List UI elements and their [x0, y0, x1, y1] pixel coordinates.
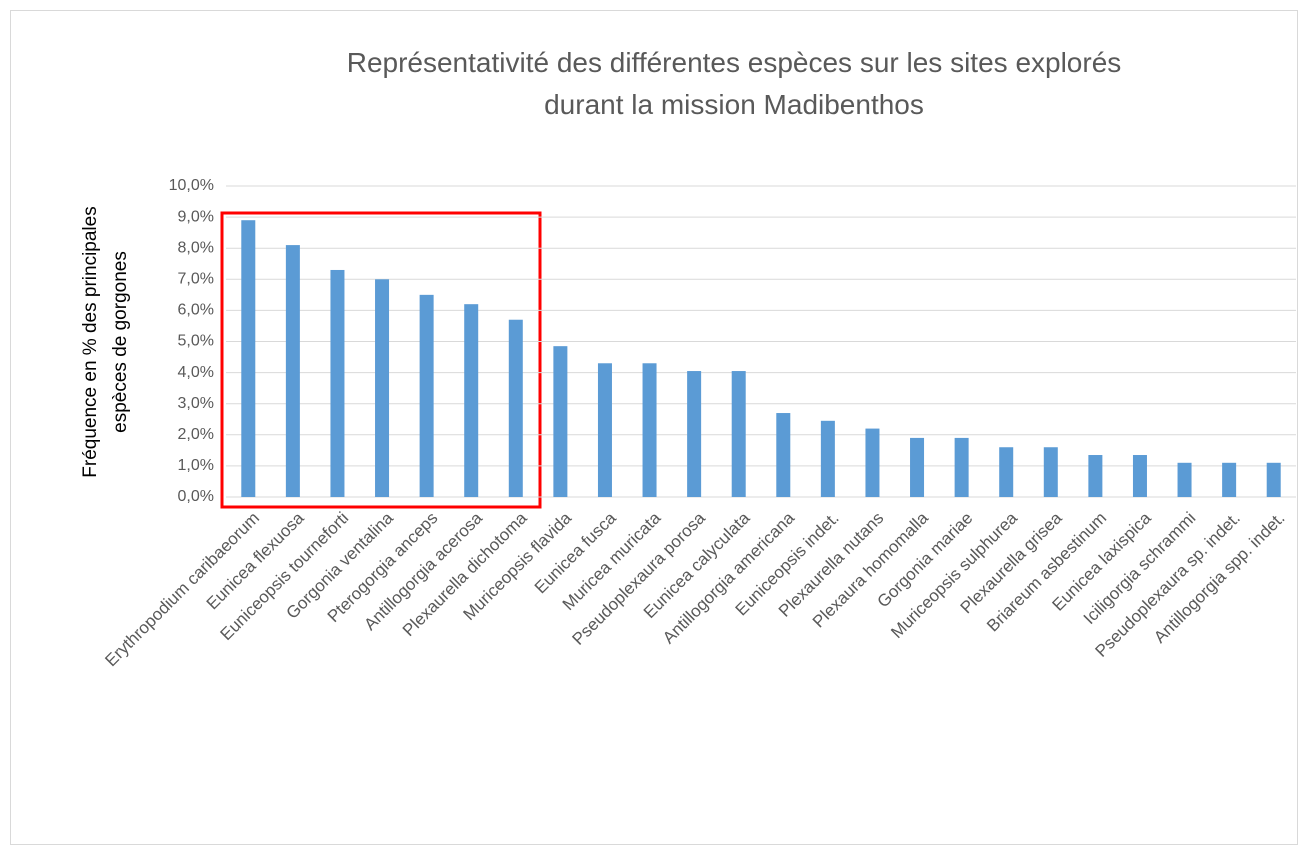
y-axis-label: espèces de gorgones	[110, 251, 131, 433]
bar	[865, 428, 880, 497]
chart-title: durant la mission Madibenthos	[544, 89, 924, 120]
bar	[776, 413, 791, 497]
bar	[731, 371, 746, 497]
y-tick-label: 1,0%	[178, 457, 214, 474]
y-tick-label: 5,0%	[178, 333, 214, 350]
bar	[464, 304, 479, 497]
bar	[1132, 455, 1147, 497]
chart-title: Représentativité des différentes espèces…	[347, 47, 1122, 78]
bar	[1088, 455, 1103, 497]
bar	[687, 371, 702, 497]
y-tick-label: 7,0%	[178, 271, 214, 288]
bar	[330, 269, 345, 497]
bar	[1222, 462, 1237, 497]
y-tick-label: 2,0%	[178, 426, 214, 443]
bar	[375, 279, 390, 497]
bar	[1043, 447, 1058, 497]
y-tick-label: 3,0%	[178, 395, 214, 412]
bar	[285, 245, 300, 497]
bar	[508, 319, 523, 497]
bar	[597, 363, 612, 497]
bar	[419, 294, 434, 497]
y-tick-label: 4,0%	[178, 364, 214, 381]
bar	[820, 420, 835, 497]
bar	[1266, 462, 1281, 497]
bar	[642, 363, 657, 497]
y-tick-label: 10,0%	[169, 177, 214, 194]
y-tick-label: 8,0%	[178, 239, 214, 256]
bar	[1177, 462, 1192, 497]
bar	[553, 346, 568, 497]
highlight-box	[220, 211, 542, 509]
bar	[999, 447, 1014, 497]
y-axis-label: Fréquence en % des principales	[80, 206, 101, 477]
bar	[241, 220, 256, 497]
y-tick-label: 9,0%	[178, 208, 214, 225]
y-tick-label: 6,0%	[178, 302, 214, 319]
bar	[954, 437, 969, 497]
y-tick-label: 0,0%	[178, 488, 214, 505]
bar	[910, 437, 925, 497]
